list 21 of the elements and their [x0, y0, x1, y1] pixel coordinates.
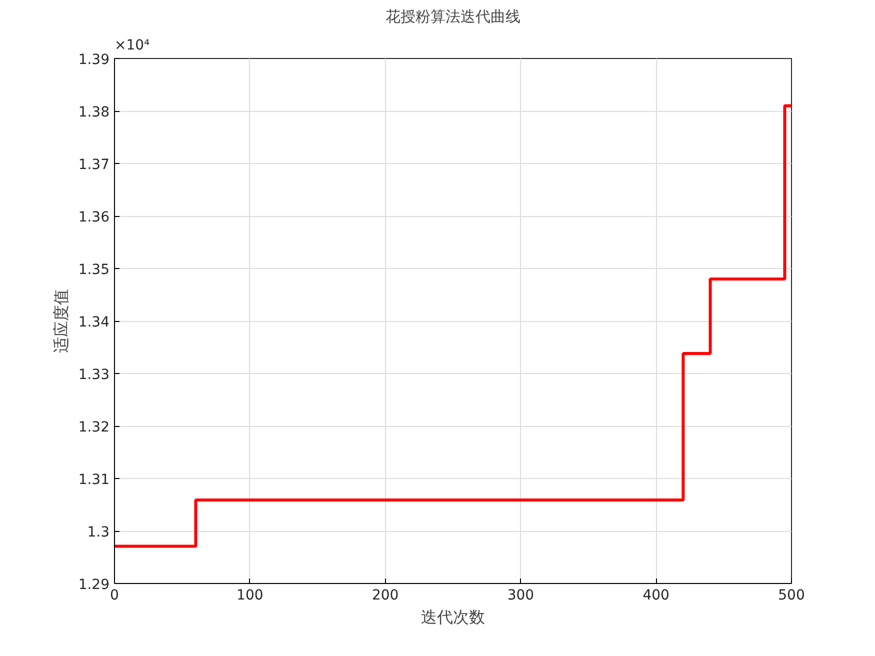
y-tick-label: 1.3: [87, 524, 110, 540]
y-tick-label: 1.38: [78, 104, 110, 120]
y-axis-title: 适应度值: [51, 289, 70, 353]
text: ×10⁴: [114, 38, 150, 54]
y-tick-label: 1.31: [78, 472, 110, 488]
chart-title: 花授粉算法迭代曲线: [386, 8, 520, 26]
x-tick-label: 500: [778, 588, 805, 604]
x-axis-title: 迭代次数: [421, 608, 485, 626]
y-tick-label: 1.35: [78, 262, 110, 278]
x-tick-label: 200: [372, 588, 399, 604]
x-tick-label: 400: [642, 588, 670, 604]
x-tick-label: 300: [507, 588, 534, 604]
y-tick-label: 1.39: [78, 52, 110, 68]
x-tick-label: 100: [236, 588, 264, 604]
y-tick-label: 1.32: [78, 420, 110, 436]
x-tick-label: 0: [110, 588, 119, 604]
y-tick-label: 1.36: [78, 210, 110, 226]
y-tick-label: 1.29: [78, 577, 110, 593]
y-tick-label: 1.34: [78, 314, 110, 330]
y-tick-label: 1.37: [78, 157, 110, 173]
y-tick-label: 1.33: [78, 367, 110, 383]
